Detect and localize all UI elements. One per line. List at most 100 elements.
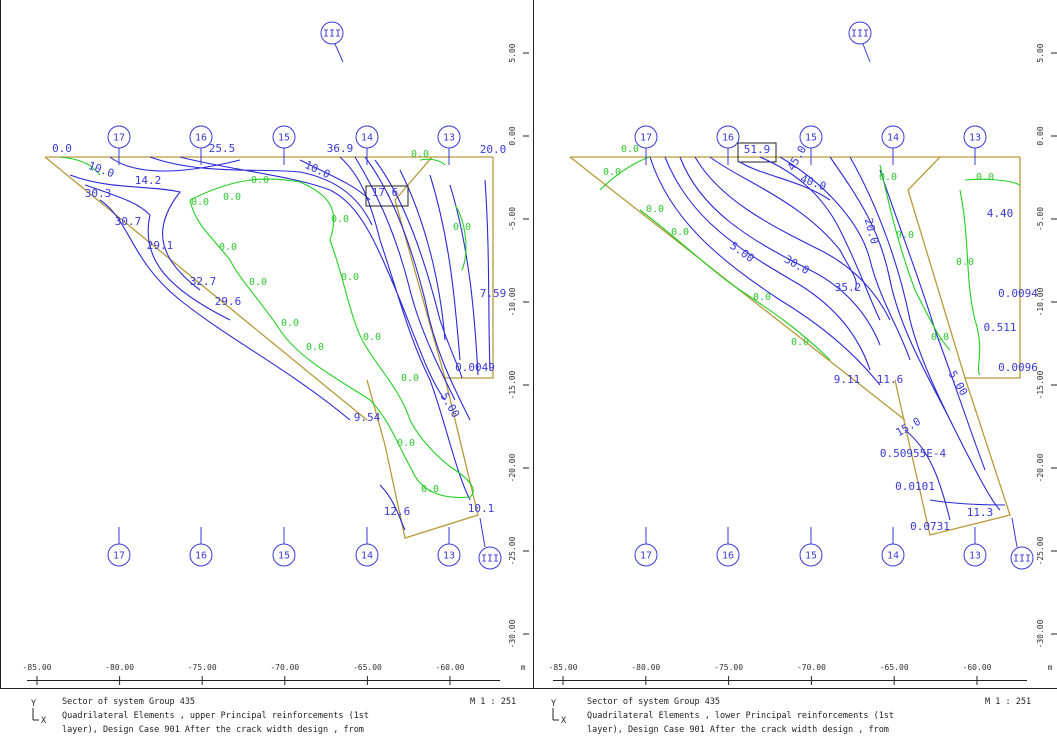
y-tick-label: -20.00 [1036,453,1045,482]
contour-label: 0.0 [281,318,299,329]
y-tick-label: -20.00 [508,453,517,482]
y-tick-label: -25.00 [1036,536,1045,565]
footer-line: layer), Design Case 901 After the crack … [587,725,889,735]
axis-icon-x: X [561,716,567,726]
contour-label: 0.0 [401,373,419,384]
section-label: III [323,29,341,40]
contour-label: 20.0 [480,143,507,156]
contour-label: 29.6 [215,295,242,308]
grid-label: 13 [969,551,981,562]
contour-label: 11.3 [967,506,994,519]
grid-label: 13 [443,133,455,144]
footer-line: Quadrilateral Elements , lower Principal… [587,711,894,721]
axis-icon-y: Y [551,699,556,709]
y-tick-label: 5.00 [508,43,517,62]
grid-label: 17 [113,133,125,144]
footer-line: Quadrilateral Elements , upper Principal… [62,711,369,721]
grid-label: 14 [361,133,373,144]
footer-line: layer), Design Case 901 After the crack … [62,725,364,735]
contour-label: 0.0 [753,292,771,303]
contour-label: 0.0 [896,230,914,241]
grid-label: 15 [278,133,290,144]
contour-label: 0.0731 [910,520,950,533]
contour-label: 0.0101 [895,480,935,493]
y-tick-label: -5.00 [508,207,517,231]
x-tick-label: -80.00 [631,663,660,672]
y-tick-label: 5.00 [1036,43,1045,62]
y-tick-label: -10.00 [508,287,517,316]
x-unit: m [521,663,526,672]
contour-label: 0.0 [251,175,269,186]
contour-label: 17.6 [372,186,399,199]
contour-label: 0.0 [956,257,974,268]
grid-label: 17 [113,551,125,562]
contour-label: 14.2 [135,174,162,187]
contour-label: 0.0 [453,222,471,233]
contour-label: 30.3 [85,187,112,200]
footer-line: Sector of system Group 435 [62,697,195,707]
contour-label: 30.7 [115,215,142,228]
contour-label: 0.0094 [998,287,1038,300]
contour-label: 7.59 [480,287,507,300]
contour-label: 0.0 [646,204,664,215]
contour-label: 4.40 [987,207,1014,220]
contour-label: 0.0 [603,167,621,178]
contour-label: 10.1 [468,502,495,515]
contour-label: 0.0 [411,149,429,160]
contour-label: 32.7 [190,275,217,288]
section-label: III [481,554,499,565]
grid-label: 17 [640,551,652,562]
grid-label: 14 [887,551,899,562]
contour-label: 0.511 [983,321,1016,334]
footer-line: Sector of system Group 435 [587,697,720,707]
x-tick-label: -70.00 [797,663,826,672]
footer-scale: M 1 : 251 [470,697,516,707]
contour-label: 0.0 [931,332,949,343]
contour-label: 0.0 [219,242,237,253]
x-unit: m [1048,663,1053,672]
contour-label: 35.2 [835,281,862,294]
grid-label: 13 [969,133,981,144]
contour-label: 9.11 [834,373,861,386]
contour-label: 0.0049 [455,361,495,374]
contour-label: 0.50955E-4 [880,447,947,460]
x-tick-label: -70.00 [270,663,299,672]
x-tick-label: -65.00 [880,663,909,672]
page: -85.00-80.00-75.00-70.00-65.00-60.00m5.0… [0,0,1057,737]
grid-label: 16 [195,133,207,144]
section-label: III [1013,554,1031,565]
contour-label: 0.0 [671,227,689,238]
contour-label: 0.0 [397,438,415,449]
grid-label: 16 [722,133,734,144]
contour-label: 51.9 [744,143,771,156]
x-tick-label: -65.00 [353,663,382,672]
x-tick-label: -80.00 [105,663,134,672]
contour-label: 0.0 [341,272,359,283]
contour-label: 0.0 [976,172,994,183]
y-tick-label: -30.00 [508,619,517,648]
axis-icon-x: X [41,716,47,726]
contour-label: 0.0 [306,342,324,353]
contour-label: 0.0 [879,172,897,183]
grid-label: 15 [805,551,817,562]
grid-label: 14 [361,551,373,562]
y-tick-label: -30.00 [1036,619,1045,648]
grid-label: 14 [887,133,899,144]
contour-label: 0.0 [791,337,809,348]
x-tick-label: -60.00 [963,663,992,672]
contour-label: 0.0 [421,484,439,495]
x-tick-label: -85.00 [23,663,52,672]
contour-label: 25.5 [209,142,236,155]
section-label: III [851,29,869,40]
contour-label: 0.0 [52,142,72,155]
footer-scale: M 1 : 251 [985,697,1031,707]
y-tick-label: -15.00 [508,370,517,399]
grid-label: 15 [278,551,290,562]
grid-label: 16 [722,551,734,562]
axis-icon-y: Y [31,699,36,709]
y-tick-label: 0.00 [1036,126,1045,145]
contour-label: 0.0 [191,197,209,208]
y-tick-label: 0.00 [508,126,517,145]
contour-label: 0.0 [621,144,639,155]
x-tick-label: -60.00 [436,663,465,672]
